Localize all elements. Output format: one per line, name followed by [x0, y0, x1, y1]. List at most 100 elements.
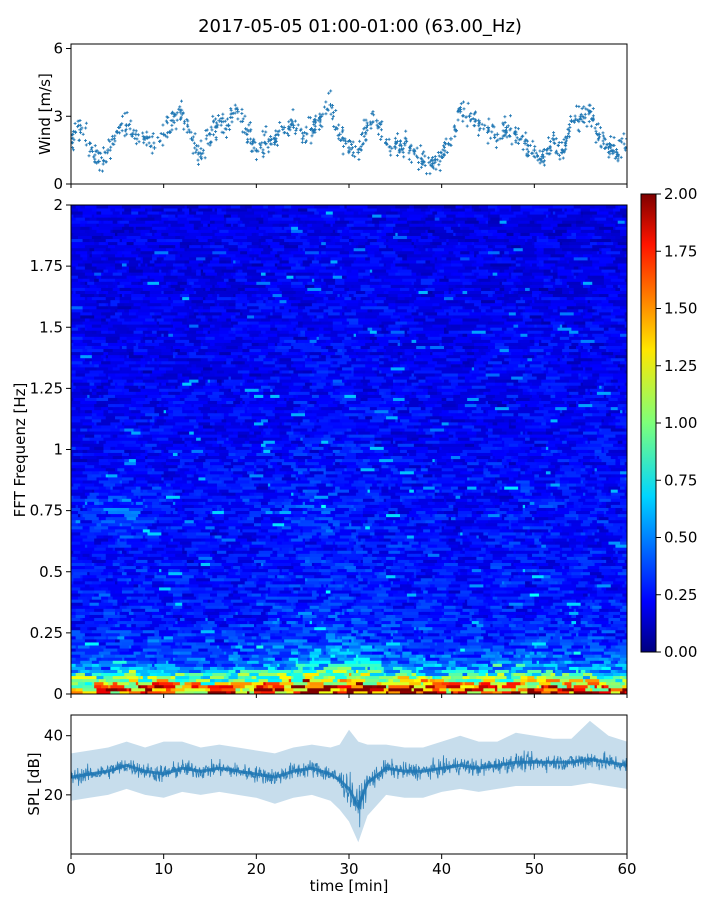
- wind-sample: [145, 143, 148, 146]
- spectrogram-texture-cell: [117, 688, 127, 691]
- spectrogram-texture-cell: [314, 666, 324, 669]
- spectrogram-texture-cell: [335, 645, 342, 648]
- spectrogram-texture-cell: [458, 645, 470, 648]
- spectrogram-texture-cell: [117, 621, 127, 624]
- spectrogram-texture-cell: [240, 648, 254, 651]
- spectrogram-texture-cell: [574, 627, 581, 630]
- spectrogram-texture-cell: [493, 621, 503, 624]
- spectrogram-texture-cell: [562, 642, 574, 645]
- spectrogram-texture-cell: [615, 633, 625, 636]
- spectrogram-texture-cell: [247, 670, 261, 673]
- spectrogram-texture-cell: [138, 685, 141, 688]
- spectrogram-texture-cell: [551, 682, 563, 685]
- spectrogram-texture-cell: [469, 618, 472, 621]
- spectrogram-texture-cell: [544, 657, 549, 660]
- spectrogram-texture-cell: [527, 682, 539, 685]
- spectrogram-texture-cell: [500, 679, 514, 682]
- spectrogram-texture-cell: [173, 633, 178, 636]
- spectrogram-texture-cell: [451, 636, 454, 639]
- spectrogram-texture-cell: [175, 688, 185, 691]
- spectrogram-texture-cell: [444, 651, 451, 654]
- spectrogram-texture-cell: [108, 627, 111, 630]
- wind-sample: [531, 140, 534, 143]
- spectrogram-texture-cell: [490, 682, 497, 685]
- spectrogram-texture-cell: [282, 636, 292, 639]
- spectrogram-texture-cell: [310, 630, 313, 633]
- spectrogram-texture-cell: [342, 639, 349, 642]
- spectrogram-texture-cell: [379, 639, 391, 642]
- spectrogram-texture-cell: [356, 660, 359, 663]
- spectrogram-texture-cell: [347, 663, 361, 666]
- spectrogram-texture-cell: [435, 676, 442, 679]
- spectrogram-texture-cell: [229, 657, 234, 660]
- spectrogram-texture-cell: [268, 618, 278, 621]
- spectrogram-texture-cell: [166, 660, 169, 663]
- spectrogram-texture-cell: [205, 657, 215, 660]
- spectrogram-texture-cell: [599, 679, 611, 682]
- spectrogram-texture-cell: [481, 663, 484, 666]
- spectrogram-texture-cell: [391, 627, 403, 630]
- spectrogram-texture-cell: [113, 682, 118, 685]
- spectrogram-texture-cell: [453, 651, 456, 654]
- spectrogram-texture-cell: [293, 654, 298, 657]
- spectrogram-texture-cell: [358, 630, 363, 633]
- spectrogram-texture-cell: [592, 663, 595, 666]
- spectrogram-texture-cell: [238, 642, 241, 645]
- spectrogram-texture-cell: [581, 624, 586, 627]
- spectrogram-texture-cell: [291, 648, 298, 651]
- spectrogram-texture-cell: [224, 666, 229, 669]
- spectrogram-texture-cell: [553, 651, 565, 654]
- spectrogram-texture-cell: [479, 621, 484, 624]
- wind-sample: [517, 127, 520, 130]
- wind-sample: [199, 147, 202, 150]
- spectrogram-texture-cell: [606, 645, 611, 648]
- spectrogram-texture-cell: [608, 639, 618, 642]
- spectrogram-texture-cell: [298, 651, 301, 654]
- wind-sample: [597, 122, 600, 125]
- spectrogram-texture-cell: [513, 645, 527, 648]
- wind-sample: [82, 133, 85, 136]
- spectrogram-texture-cell: [347, 670, 354, 673]
- spectrogram-texture-cell: [428, 615, 442, 618]
- spectrogram-texture-cell: [215, 639, 225, 642]
- spectrogram-texture-cell: [423, 682, 433, 685]
- spectrogram-texture-cell: [504, 615, 507, 618]
- spectrogram-texture-cell: [71, 682, 78, 685]
- wind-sample: [493, 136, 496, 139]
- spectrogram-texture-cell: [298, 660, 310, 663]
- spectrogram-texture-cell: [372, 645, 375, 648]
- spectrogram-texture-cell: [145, 688, 152, 691]
- spectrogram-texture-cell: [606, 627, 611, 630]
- spectrogram-texture-cell: [152, 663, 155, 666]
- spectrogram-texture-cell: [96, 676, 103, 679]
- spectrogram-texture-cell: [330, 657, 337, 660]
- spectrogram-texture-cell: [154, 685, 161, 688]
- spectrogram-texture-cell: [456, 618, 459, 621]
- spectrogram-texture-cell: [293, 618, 303, 621]
- spectrogram-texture-cell: [101, 685, 108, 688]
- spectrogram-texture-cell: [446, 642, 460, 645]
- spectrogram-texture-cell: [185, 618, 188, 621]
- spectrogram-texture: [71, 205, 627, 694]
- wind-sample: [240, 112, 243, 115]
- spectrogram-texture-cell: [518, 624, 523, 627]
- spectrogram-texture-cell: [238, 673, 250, 676]
- spectrogram-texture-cell: [117, 670, 122, 673]
- spectrogram-texture-cell: [402, 663, 414, 666]
- spectrogram-texture-cell: [592, 633, 606, 636]
- spectrogram-texture-cell: [384, 666, 394, 669]
- spectrogram-texture-cell: [571, 615, 576, 618]
- wind-sample: [379, 138, 382, 141]
- spectrogram-texture-cell: [198, 685, 208, 688]
- wind-sample: [389, 150, 392, 153]
- spectrogram-texture-cell: [548, 639, 551, 642]
- spectrogram-texture-cell: [270, 648, 280, 651]
- spectrogram-texture-cell: [553, 676, 567, 679]
- spectrogram-texture-cell: [449, 688, 452, 691]
- spectrogram-texture-cell: [189, 670, 201, 673]
- spectrogram-texture-cell: [553, 685, 558, 688]
- spectrogram-texture-cell: [263, 636, 270, 639]
- spectrogram-texture-cell: [361, 676, 366, 679]
- spectrogram-texture-cell: [110, 673, 124, 676]
- spectrogram-texture-cell: [493, 648, 505, 651]
